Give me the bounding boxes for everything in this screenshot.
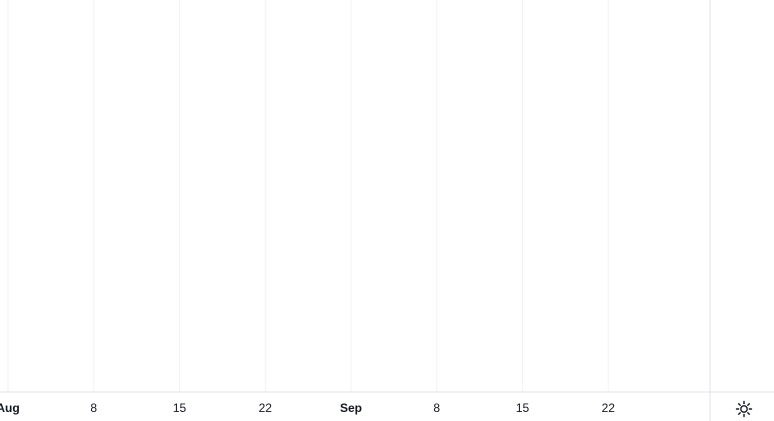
x-tick-label: Sep bbox=[340, 401, 362, 415]
x-tick-label: 8 bbox=[90, 401, 97, 415]
x-tick-label: 15 bbox=[173, 401, 187, 415]
settings-button[interactable] bbox=[733, 398, 755, 420]
gear-icon bbox=[735, 400, 753, 418]
x-tick-label: 22 bbox=[602, 401, 616, 415]
x-tick-label: 22 bbox=[259, 401, 273, 415]
x-tick-label: 8 bbox=[433, 401, 440, 415]
grid bbox=[7, 0, 609, 392]
x-tick-label: Aug bbox=[0, 401, 20, 415]
x-tick-label: 15 bbox=[516, 401, 530, 415]
